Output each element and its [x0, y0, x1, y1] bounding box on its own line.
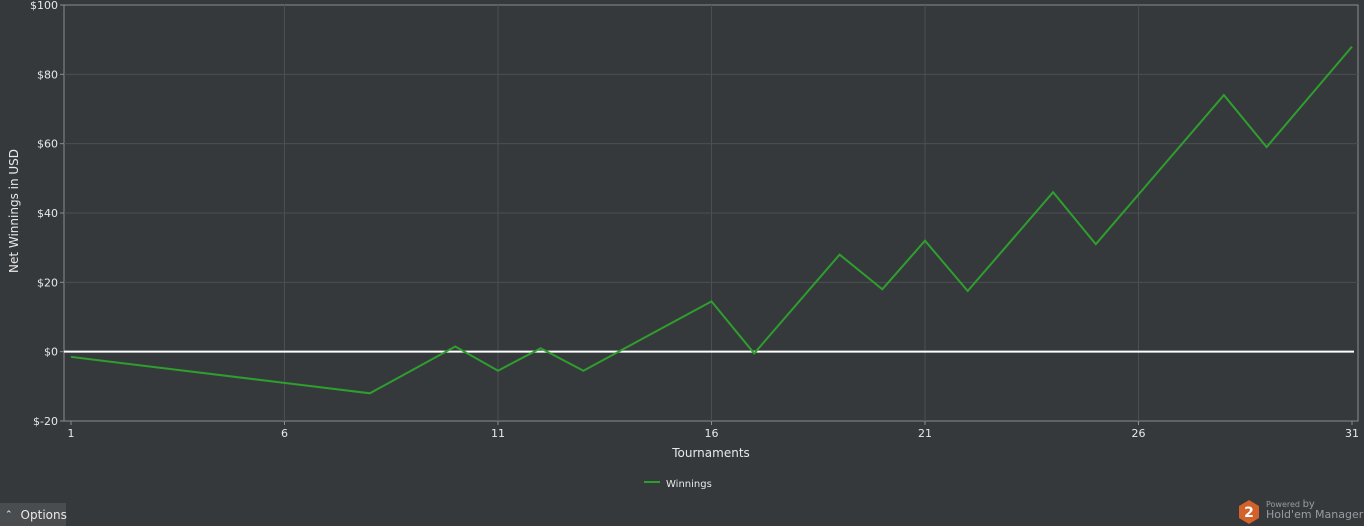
data-point[interactable] — [581, 368, 586, 373]
data-point[interactable] — [837, 252, 842, 257]
y-tick-label: $60 — [37, 138, 58, 151]
data-point[interactable] — [752, 351, 757, 356]
data-point[interactable] — [1093, 242, 1098, 247]
y-tick-labels: $-20 $0 $20 $40 $60 $80 $100 — [30, 0, 58, 428]
y-tick-label: $-20 — [33, 415, 58, 428]
options-label: Options — [20, 507, 67, 522]
brand-name: Hold'em Manager — [1266, 508, 1364, 521]
powered-by-text: Powered by — [1266, 499, 1315, 510]
data-point[interactable] — [367, 391, 372, 396]
x-tick-label: 1 — [68, 427, 75, 440]
options-button[interactable]: ⌃ Options — [0, 503, 67, 526]
powered-label: Powered — [1266, 500, 1301, 509]
data-point[interactable] — [496, 368, 501, 373]
by-label: by — [1302, 499, 1315, 510]
logo-digit: 2 — [1244, 505, 1254, 521]
data-point[interactable] — [923, 238, 928, 243]
data-point[interactable] — [965, 289, 970, 294]
y-tick-label: $40 — [37, 207, 58, 220]
powered-by-branding: 2 Powered by Hold'em Manager — [1238, 498, 1364, 526]
y-tick-label: $20 — [37, 276, 58, 289]
data-point[interactable] — [1221, 93, 1226, 98]
y-tick-label: $0 — [44, 346, 58, 359]
x-tick-label: 11 — [491, 427, 505, 440]
x-tick-label: 21 — [918, 427, 932, 440]
x-tick-label: 26 — [1132, 427, 1146, 440]
legend[interactable]: Winnings — [644, 479, 712, 490]
data-point[interactable] — [1350, 44, 1355, 49]
y-tick-label: $100 — [30, 0, 58, 12]
x-tick-labels: 1 6 11 16 21 26 31 — [68, 427, 1360, 440]
data-point[interactable] — [880, 287, 885, 292]
chevron-up-icon: ⌃ — [5, 509, 13, 520]
data-point[interactable] — [1051, 190, 1056, 195]
x-tick-label: 31 — [1345, 427, 1359, 440]
x-tick-label: 16 — [705, 427, 719, 440]
y-tick-label: $80 — [37, 68, 58, 81]
series-group — [69, 44, 1355, 396]
x-axis-title: Tournaments — [671, 446, 750, 460]
horizontal-gridlines — [60, 4, 1358, 422]
data-point[interactable] — [538, 346, 543, 351]
series-line-winnings — [70, 45, 1353, 395]
x-tick-label: 6 — [281, 427, 288, 440]
y-axis-title: Net Winnings in USD — [7, 149, 21, 273]
data-point[interactable] — [453, 344, 458, 349]
data-point[interactable] — [1264, 145, 1269, 150]
hm-logo-icon: 2 — [1239, 500, 1259, 524]
data-point[interactable] — [69, 354, 74, 359]
legend-label-winnings: Winnings — [666, 479, 712, 490]
data-point[interactable] — [709, 299, 714, 304]
